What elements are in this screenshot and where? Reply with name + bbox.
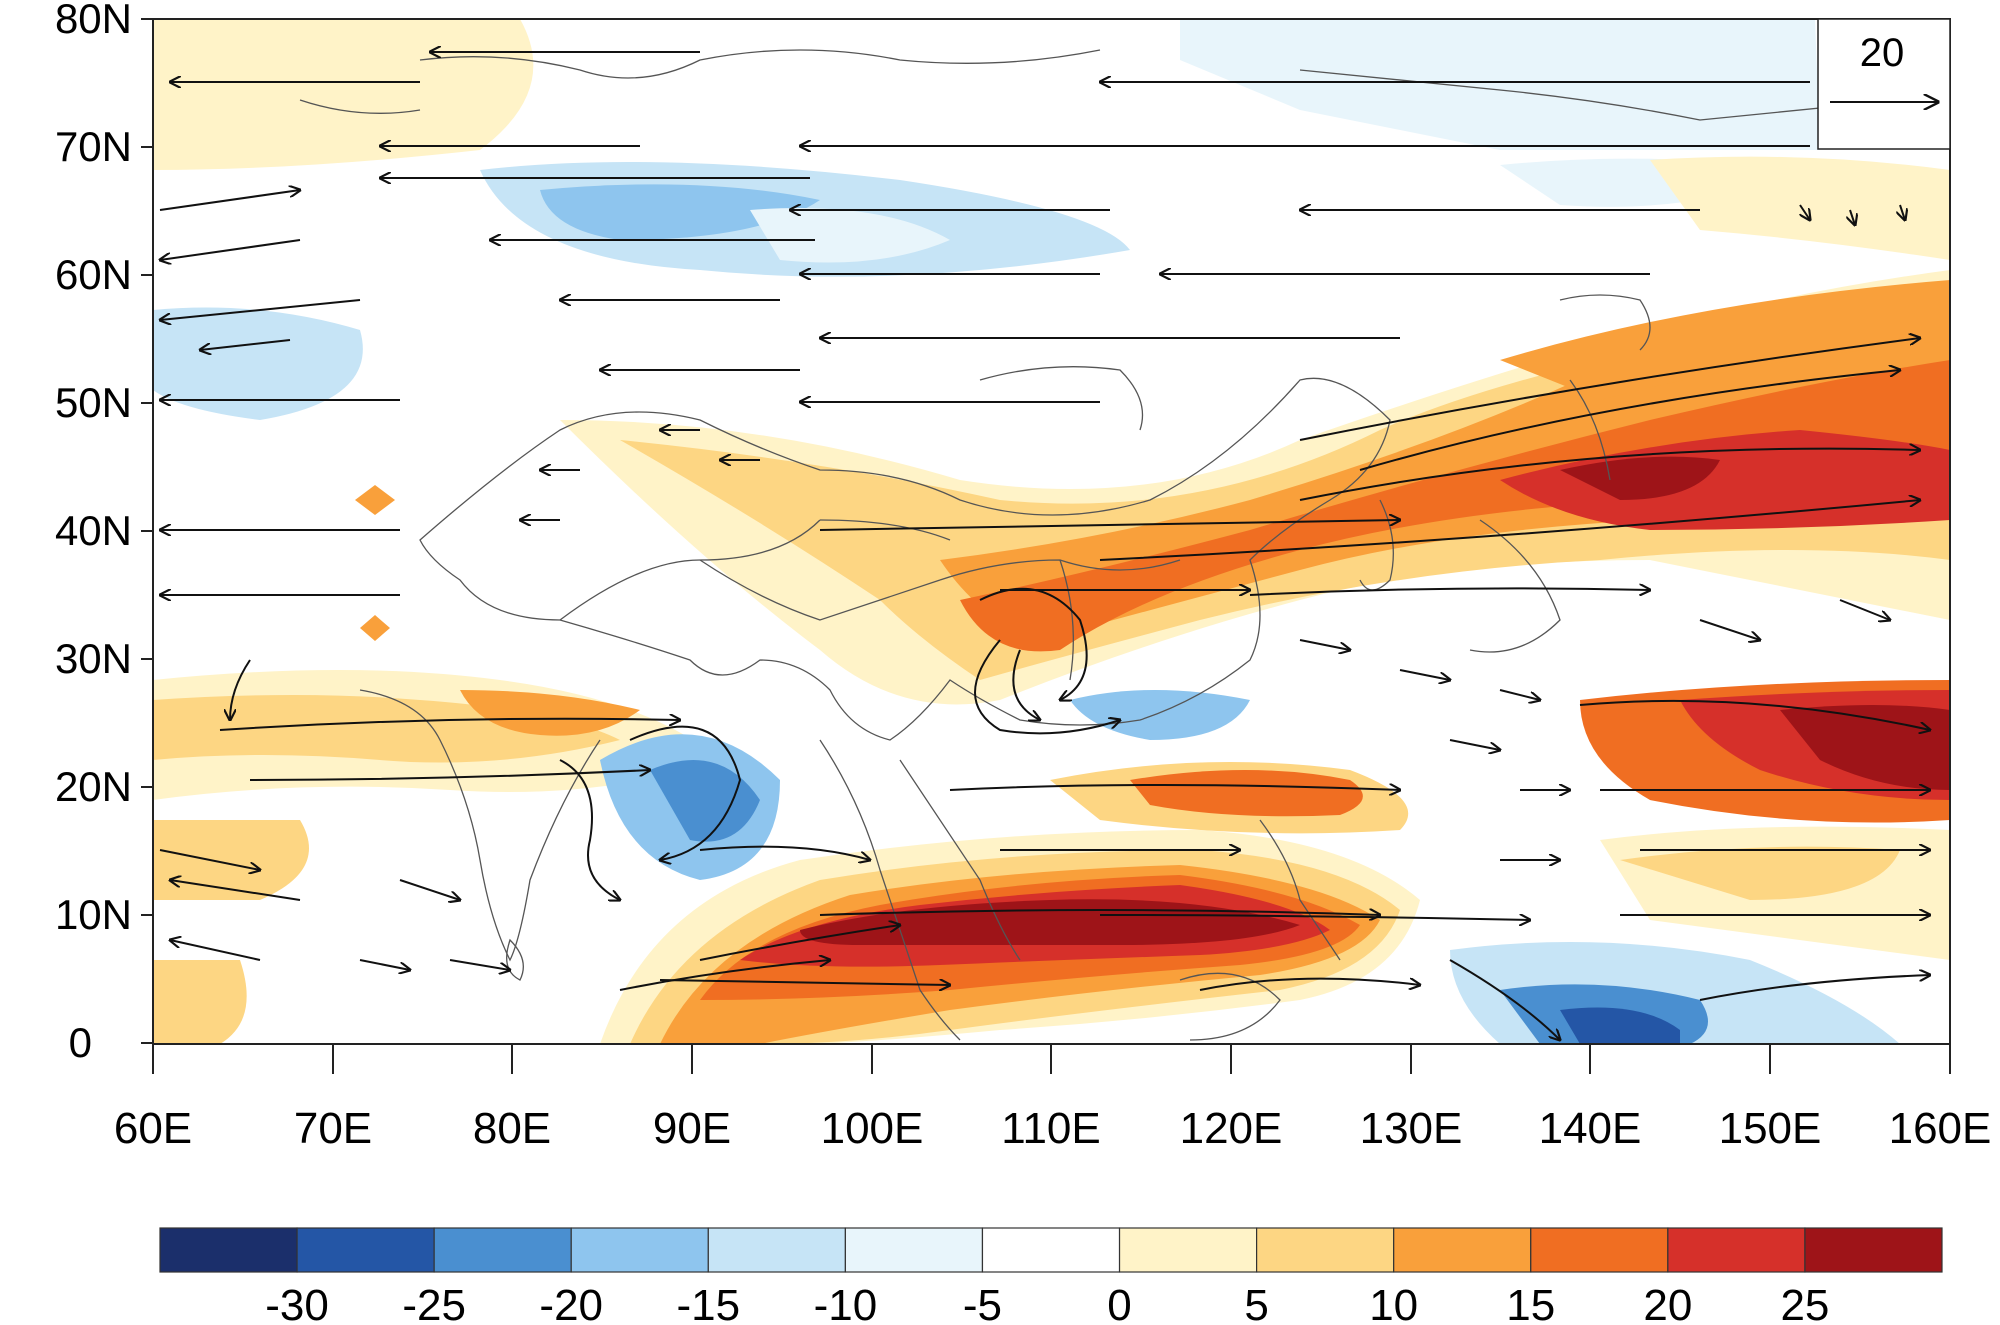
lat-tick-label: 20N bbox=[55, 763, 132, 810]
lon-tick-label: 160E bbox=[1889, 1104, 1992, 1153]
map-plot-area bbox=[153, 19, 1950, 1044]
anomaly-shading bbox=[153, 19, 1950, 1044]
lon-tick-label: 100E bbox=[821, 1104, 924, 1153]
colorbar-tick-label: -25 bbox=[402, 1281, 466, 1325]
reference-vector-label: 20 bbox=[1860, 31, 1905, 75]
lon-tick-label: 130E bbox=[1360, 1104, 1463, 1153]
colorbar-tick-label: -10 bbox=[814, 1281, 878, 1325]
colorbar-swatch bbox=[1530, 1227, 1669, 1273]
colorbar-tick-label: -15 bbox=[677, 1281, 741, 1325]
coastline-outlines bbox=[299, 49, 1901, 1041]
colorbar-swatch bbox=[1256, 1227, 1395, 1273]
lat-tick-label: 0 bbox=[69, 1019, 92, 1066]
colorbar-swatch bbox=[570, 1227, 709, 1273]
lat-tick-label: 30N bbox=[55, 635, 132, 682]
lon-tick-label: 60E bbox=[114, 1104, 192, 1153]
lon-tick-label: 120E bbox=[1180, 1104, 1283, 1153]
lon-tick-label: 140E bbox=[1539, 1104, 1642, 1153]
colorbar-swatch bbox=[159, 1227, 298, 1273]
colorbar-swatch bbox=[707, 1227, 846, 1273]
lon-tick-label: 110E bbox=[1001, 1104, 1101, 1153]
colorbar-tick-label: -20 bbox=[539, 1281, 603, 1325]
lon-tick-label: 150E bbox=[1719, 1104, 1822, 1153]
colorbar-swatch bbox=[844, 1227, 984, 1273]
colorbar-tick-label: 15 bbox=[1506, 1281, 1555, 1325]
colorbar-tick-label: 10 bbox=[1369, 1281, 1418, 1325]
lat-tick-label: 60N bbox=[55, 251, 132, 298]
lat-tick-label: 40N bbox=[55, 507, 132, 554]
colorbar-tick-label: -30 bbox=[265, 1281, 329, 1325]
lon-tick-label: 80E bbox=[473, 1104, 551, 1153]
lat-tick-label: 10N bbox=[55, 891, 132, 938]
lon-tick-label: 70E bbox=[294, 1104, 372, 1153]
reference-vector-key: 20 bbox=[1817, 18, 1951, 150]
longitude-axis: 60E 70E 80E 90E 100E 110E 120E 130E 140E… bbox=[114, 1044, 1992, 1153]
lat-tick-label: 80N bbox=[55, 0, 132, 42]
colorbar-tick-label: -5 bbox=[963, 1281, 1002, 1325]
colorbar-swatch bbox=[433, 1227, 572, 1273]
colorbar-swatch bbox=[1804, 1227, 1943, 1273]
lon-tick-label: 90E bbox=[653, 1104, 731, 1153]
colorbar-tick-label: 0 bbox=[1107, 1281, 1131, 1325]
colorbar-swatch bbox=[1667, 1227, 1806, 1273]
colorbar-swatch bbox=[1393, 1227, 1532, 1273]
colorbar-tick-label: 20 bbox=[1643, 1281, 1692, 1325]
colorbar-tick-label: 5 bbox=[1244, 1281, 1268, 1325]
colorbar bbox=[159, 1227, 1943, 1273]
lat-tick-label: 50N bbox=[55, 379, 132, 426]
colorbar-swatch bbox=[296, 1227, 435, 1273]
colorbar-tick-label: 25 bbox=[1780, 1281, 1829, 1325]
lat-tick-label: 70N bbox=[55, 123, 132, 170]
latitude-axis: 80N 70N 60N 50N 40N 30N 20N 10N 0 bbox=[55, 0, 153, 1066]
colorbar-swatch bbox=[981, 1227, 1121, 1273]
colorbar-labels: -30 -25 -20 -15 -10 -5 0 5 10 15 20 25 bbox=[265, 1281, 1829, 1325]
wind-vector-field bbox=[160, 52, 1930, 1040]
colorbar-swatch bbox=[1118, 1227, 1258, 1273]
